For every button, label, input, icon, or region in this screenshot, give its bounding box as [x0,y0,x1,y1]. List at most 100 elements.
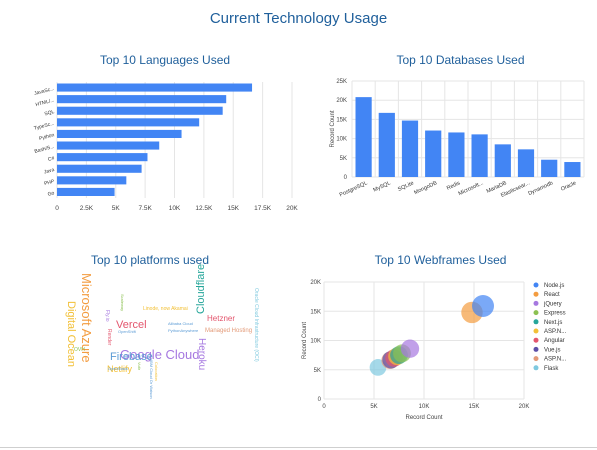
legend-marker [533,319,539,325]
y-tick-label: 20K [336,98,347,104]
platform-word: Alibaba Cloud [168,321,193,326]
language-bar [57,153,148,162]
database-bar [494,144,511,177]
legend-label: Next.js [544,320,562,326]
legend-marker [533,300,539,306]
database-bar [541,159,558,177]
category-label: Python [38,132,55,142]
x-tick-label: 20K [519,404,530,410]
language-bar [57,106,223,115]
y-tick-label: 5K [314,368,321,374]
platform-word: IBM Cloud Or Watson [149,360,154,399]
category-label: PHP [44,178,56,187]
category-label: SQL [44,109,55,117]
x-tick-label: 5K [112,205,121,212]
legend-marker [533,365,539,371]
legend-label: React [544,292,560,298]
bubble-point [400,339,420,358]
webframes-bubble-chart: 0 5K 10K 15K 20K 0 5K 10K 15K 20K Record Count Reco… [302,280,567,421]
platform-word: Vultr [137,362,142,371]
y-axis-label: Record Count [302,322,308,359]
category-label: TypeSc... [33,121,55,132]
y-axis-label: Record Count [330,110,336,147]
category-label: PostgreSQL [339,180,369,198]
legend-marker [533,291,539,297]
language-bar [57,83,253,92]
x-tick-label: 5K [370,404,377,410]
databases-panel: Top 10 Databases Used 0 5K 10K 15K 20K 25K Pos… [300,48,597,228]
x-tick-label: 7.5K [138,205,152,212]
database-bar [378,112,395,177]
language-bar [57,141,160,150]
languages-panel: Top 10 Languages Used 0 2.5K 5K 7.5K 10K 12.5… [0,48,330,223]
y-tick-label: 15K [310,309,321,315]
platform-word: Heroku [196,338,207,371]
legend-marker [533,328,539,334]
x-axis-label: Record Count [405,415,442,421]
platform-word: Hetzner [207,314,236,323]
x-tick-label: 0 [322,404,326,410]
bubble-point [472,294,494,317]
platform-word: Render [106,329,112,346]
language-bar [57,95,227,104]
language-bar [57,164,142,173]
legend-label: jQuery [543,301,562,307]
page-title: Current Technology Usage [209,10,388,27]
x-tick-label: 20K [286,205,298,212]
database-bar [517,149,535,177]
x-tick-label: 10K [419,404,430,410]
legend-label: Node.js [544,283,564,289]
legend-label: ASP.N... [544,329,567,335]
platform-word: Colocation [154,362,159,381]
database-bar [564,162,581,177]
y-tick-label: 0 [344,175,348,181]
category-label: MongoDB [413,180,438,196]
legend-label: Angular [544,338,565,344]
language-bar [57,187,115,196]
category-label: C# [47,155,55,163]
platform-word: Vercel [116,319,147,331]
platform-word: Linode, now Akamai [143,306,188,312]
database-bar [401,120,419,177]
y-tick-label: 25K [336,79,347,85]
category-label: Go [47,190,55,198]
y-tick-label: 5K [340,156,347,162]
y-tick-label: 10K [310,339,321,345]
category-label: JavaSc... [34,86,55,97]
category-label: Redis [446,180,462,191]
database-bar [355,97,372,177]
database-bar [471,134,488,177]
legend-marker [533,310,539,316]
platform-word: Fly.io [104,310,110,322]
webframes-chart-title: Top 10 Webframes Used [374,253,507,267]
platform-word: Google Cloud [120,347,200,362]
category-label: Oracle [560,180,577,192]
database-bar [425,130,442,177]
platform-word: Cloudflare [195,263,207,314]
platform-word: Firebase [110,351,153,363]
language-bar [57,176,127,185]
platform-word: Oracle Cloud Infrastructure (OCI) [253,288,259,362]
legend-marker [533,282,539,288]
y-tick-label: 10K [336,137,347,143]
legend-label: ASP.N... [544,357,567,363]
category-label: HTML/... [35,97,55,108]
language-bar [57,118,200,127]
x-tick-label: 0 [55,205,59,212]
platforms-panel: Top 10 platforms used Google Cloud Micros… [0,248,300,408]
languages-chart-title: Top 10 Languages Used [99,53,231,67]
y-tick-label: 0 [318,397,322,403]
platform-word: OpenShift [118,329,136,334]
category-label: Bash/S... [34,144,55,155]
x-tick-label: 10K [169,205,181,212]
y-tick-label: 20K [310,280,321,286]
platform-word: Digital Ocean [65,301,77,368]
platform-word: Managed Hosting [205,328,253,334]
x-tick-label: 15K [227,205,239,212]
languages-bar-chart: 0 2.5K 5K 7.5K 10K 12.5K 15K 17.5K 20K JavaSc...H… [33,82,298,212]
language-bar [57,129,182,138]
category-label: Dynamodb [527,180,554,197]
category-label: Java [43,167,55,176]
category-label: SQLite [397,180,415,193]
x-tick-label: 17.5K [254,205,272,212]
